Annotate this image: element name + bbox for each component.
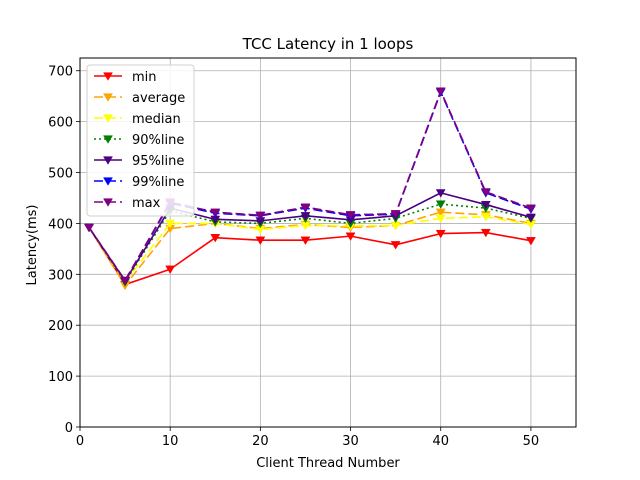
chart-title: TCC Latency in 1 loops <box>242 35 414 53</box>
legend-item: 99%line <box>94 175 184 190</box>
legend-label: 90%line <box>132 133 184 148</box>
data-point <box>255 211 266 221</box>
legend-item: min <box>94 70 157 85</box>
legend-label: 95%line <box>132 154 184 169</box>
y-tick-label: 400 <box>48 217 73 232</box>
data-point <box>525 237 536 246</box>
data-point <box>435 229 446 239</box>
legend-item: 95%line <box>94 154 184 169</box>
y-tick-label: 700 <box>48 65 73 80</box>
data-point <box>84 223 94 233</box>
legend-label: 99%line <box>132 175 184 190</box>
data-point <box>210 234 221 243</box>
legend: min average median 90%line 95%line 99%line max <box>86 64 195 217</box>
data-point <box>300 203 311 212</box>
legend-marker <box>103 135 113 144</box>
legend-marker <box>103 177 113 186</box>
legend-marker <box>103 114 113 123</box>
plot-frame <box>79 57 577 428</box>
series-max <box>84 87 536 286</box>
x-tick-label: 30 <box>342 434 359 449</box>
series-line <box>88 227 532 286</box>
data-point <box>345 232 356 241</box>
data-point <box>210 208 221 217</box>
legend-marker <box>103 156 113 165</box>
series-layer <box>84 87 536 291</box>
data-point <box>435 87 446 96</box>
x-axis-title: Client Thread Number <box>256 456 400 471</box>
data-point <box>390 210 401 219</box>
legend-item: average <box>94 91 185 106</box>
y-tick-label: 200 <box>48 319 73 334</box>
y-tick-label: 500 <box>48 167 73 182</box>
data-point <box>480 188 491 197</box>
data-point <box>525 213 536 223</box>
x-tick-label: 0 <box>76 434 84 449</box>
data-point <box>480 213 491 222</box>
data-point <box>480 228 491 238</box>
y-tick-label: 0 <box>65 421 73 436</box>
legend-item: 90%line <box>94 133 184 148</box>
legend-box <box>86 64 195 217</box>
legend-item: max <box>94 196 161 211</box>
data-point <box>300 236 311 245</box>
data-point <box>525 204 536 213</box>
x-tick-label: 10 <box>162 434 179 449</box>
data-point <box>435 208 446 217</box>
x-tick-label: 20 <box>252 434 269 449</box>
legend-label: max <box>132 196 161 211</box>
legend-label: average <box>132 91 185 106</box>
data-point <box>390 241 401 250</box>
data-point <box>480 200 491 210</box>
data-point <box>435 200 446 209</box>
legend-label: min <box>132 70 157 85</box>
data-point <box>120 276 131 286</box>
y-tick-label: 100 <box>48 370 73 385</box>
data-point <box>165 219 176 229</box>
legend-item: median <box>94 112 181 127</box>
x-tick-label: 50 <box>523 434 540 449</box>
legend-marker <box>103 72 113 81</box>
y-axis-title: Latency(ms) <box>25 205 40 286</box>
y-tick-label: 300 <box>48 268 73 283</box>
data-point <box>435 214 446 224</box>
data-point <box>255 236 266 245</box>
y-tick-label: 600 <box>48 116 73 131</box>
data-point <box>345 211 356 220</box>
legend-marker <box>103 93 113 102</box>
legend-marker <box>103 198 113 207</box>
data-point <box>435 189 446 198</box>
legend-label: median <box>132 112 181 127</box>
x-tick-label: 40 <box>432 434 449 449</box>
data-point <box>165 265 176 274</box>
series-average <box>84 208 536 291</box>
